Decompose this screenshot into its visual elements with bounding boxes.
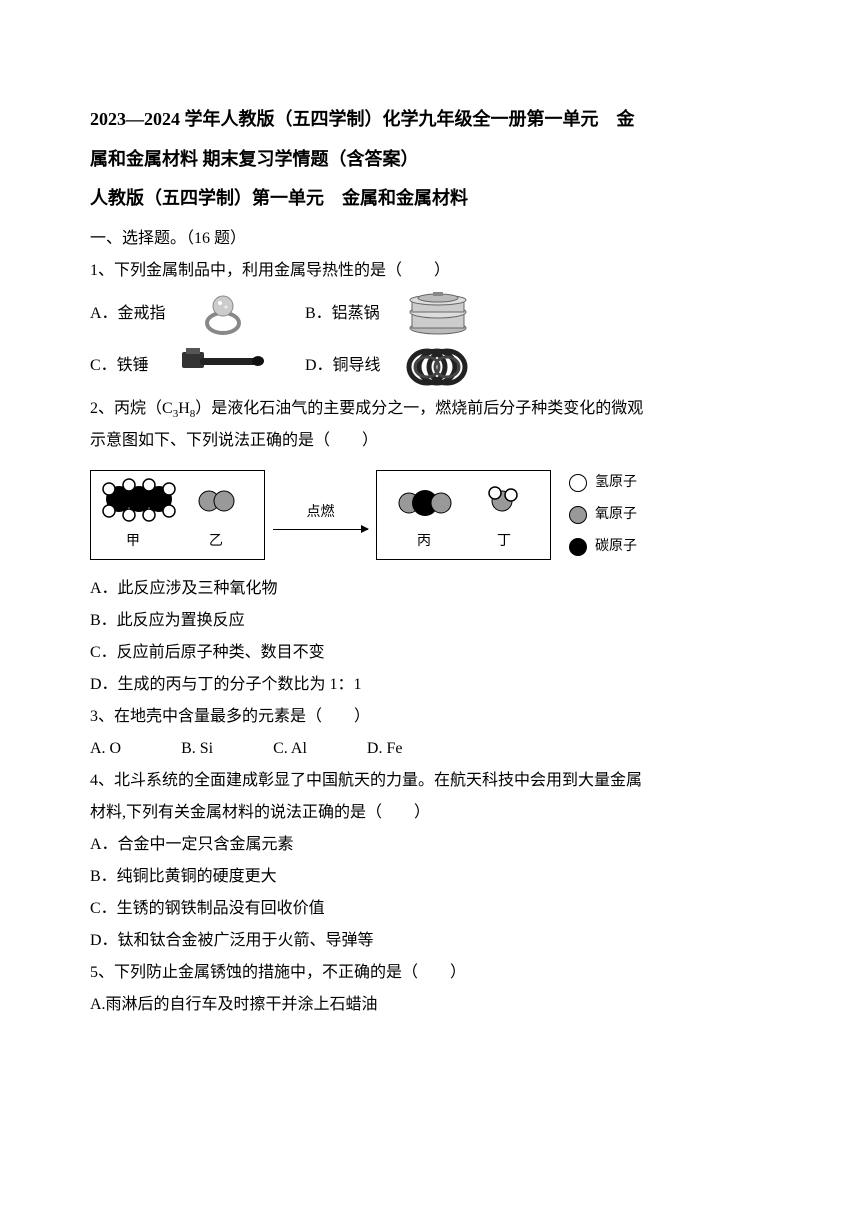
hammer-icon	[180, 341, 265, 391]
q4-text-1: 4、北斗系统的全面建成彰显了中国航天的力量。在航天科技中会用到大量金属	[90, 765, 770, 797]
label-ding: 丁	[497, 528, 511, 556]
arrow-label: 点燃	[273, 499, 368, 527]
q3-opt-a: A. O	[90, 733, 121, 765]
q4-text-2: 材料,下列有关金属材料的说法正确的是（ ）	[90, 797, 770, 829]
q5-opt-a: A.雨淋后的自行车及时擦干并涂上石蜡油	[90, 989, 770, 1021]
legend-c: 碳原子	[595, 533, 637, 561]
q4-opt-c: C．生锈的钢铁制品没有回收价值	[90, 893, 770, 925]
arrow-section: 点燃	[273, 499, 368, 530]
q2-opt-a: A．此反应涉及三种氧化物	[90, 573, 770, 605]
product-box: 丙 丁	[376, 470, 551, 560]
q3-opt-d: D. Fe	[367, 733, 403, 765]
steamer-icon	[395, 289, 480, 339]
legend-h: 氢原子	[595, 469, 637, 497]
q2-text-line2: 示意图如下、下列说法正确的是（ ）	[90, 425, 770, 457]
title-line-2: 属和金属材料 期末复习学情题（含答案）	[90, 140, 770, 180]
wire-icon	[395, 341, 480, 391]
o-atom-icon	[569, 506, 587, 524]
q1-opt-a: A．金戒指	[90, 298, 180, 330]
q1-row2: C．铁锤 D．铜导线	[90, 341, 770, 391]
q1-text: 1、下列金属制品中，利用金属导热性的是（ ）	[90, 255, 770, 287]
title-line-1: 2023—2024 学年人教版（五四学制）化学九年级全一册第一单元 金	[90, 100, 770, 140]
q3-options: A. O B. Si C. Al D. Fe	[90, 733, 770, 765]
ring-icon	[180, 289, 265, 339]
q1-opt-d: D．铜导线	[305, 350, 395, 382]
q1-opt-b: B．铝蒸锅	[305, 298, 395, 330]
q2-diagram: 甲 乙 点燃 丙 丁 氢原子 氧原子 碳原子	[90, 465, 770, 565]
q2-opt-b: B．此反应为置换反应	[90, 605, 770, 637]
section-header: 一、选择题。（16 题）	[90, 223, 770, 255]
q2-text-line1: 2、丙烷（C3H8）是液化石油气的主要成分之一，燃烧前后分子种类变化的微观	[90, 393, 770, 425]
c-atom-icon	[569, 538, 587, 556]
q4-opt-d: D．钛和钛合金被广泛用于火箭、导弹等	[90, 925, 770, 957]
q1-opt-c: C．铁锤	[90, 350, 180, 382]
arrow-icon	[273, 529, 368, 530]
legend-o: 氧原子	[595, 501, 637, 529]
q4-opt-a: A．合金中一定只含金属元素	[90, 829, 770, 861]
q5-text: 5、下列防止金属锈蚀的措施中，不正确的是（ ）	[90, 957, 770, 989]
q1-row1: A．金戒指 B．铝蒸锅	[90, 289, 770, 339]
q4-opt-b: B．纯铜比黄铜的硬度更大	[90, 861, 770, 893]
q2-opt-d: D．生成的丙与丁的分子个数比为 1：1	[90, 669, 770, 701]
q3-opt-c: C. Al	[273, 733, 307, 765]
subtitle: 人教版（五四学制）第一单元 金属和金属材料	[90, 179, 770, 219]
label-jia: 甲	[126, 528, 140, 556]
q3-opt-b: B. Si	[181, 733, 213, 765]
legend: 氢原子 氧原子 碳原子	[569, 465, 637, 565]
label-yi: 乙	[209, 528, 223, 556]
reactant-box: 甲 乙	[90, 470, 265, 560]
q3-text: 3、在地壳中含量最多的元素是（ ）	[90, 701, 770, 733]
q2-opt-c: C．反应前后原子种类、数目不变	[90, 637, 770, 669]
h-atom-icon	[569, 474, 587, 492]
label-bing: 丙	[417, 528, 431, 556]
